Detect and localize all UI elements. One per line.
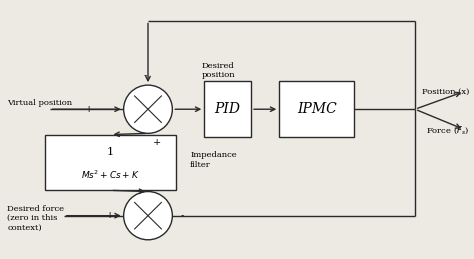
Text: Position (x): Position (x) [421, 88, 469, 96]
Text: Desired
position: Desired position [201, 62, 235, 79]
Text: IPMC: IPMC [297, 102, 337, 116]
Text: $Ms^2 + Cs + K$: $Ms^2 + Cs + K$ [81, 169, 140, 181]
Text: Virtual position: Virtual position [8, 99, 73, 107]
Text: +: + [153, 138, 162, 147]
Ellipse shape [124, 192, 173, 240]
Text: PID: PID [215, 102, 241, 116]
Text: +: + [85, 105, 93, 114]
Text: Desired force
(zero in this
context): Desired force (zero in this context) [8, 205, 64, 231]
Text: -: - [180, 211, 183, 220]
Bar [279, 81, 354, 137]
Text: -: - [144, 71, 147, 80]
Bar [204, 81, 251, 137]
Text: Impedance
filter: Impedance filter [190, 151, 237, 169]
Bar [45, 135, 176, 190]
Text: 1: 1 [107, 147, 114, 157]
Ellipse shape [124, 85, 173, 133]
Text: Force ($F_s$): Force ($F_s$) [426, 124, 469, 135]
Text: +: + [105, 211, 114, 220]
